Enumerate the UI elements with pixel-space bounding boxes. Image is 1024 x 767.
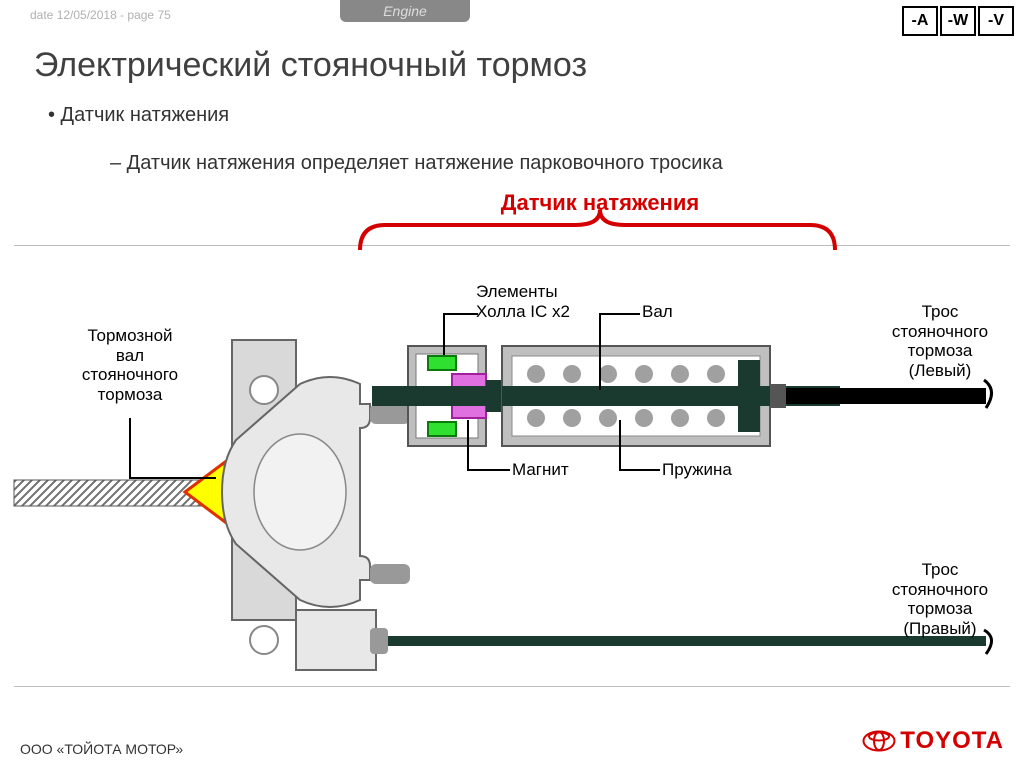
toyota-logo: TOYOTA bbox=[862, 727, 1004, 755]
label-spring: Пружина bbox=[662, 460, 762, 480]
label-shaft: Вал bbox=[642, 302, 702, 322]
stub-cap bbox=[370, 404, 410, 424]
label-cable-left: Тросстояночноготормоза(Левый) bbox=[870, 302, 1010, 380]
hall-bot bbox=[428, 422, 456, 436]
joint-lower-block bbox=[296, 610, 376, 670]
label-brake-shaft: Тормознойвалстояночноготормоза bbox=[70, 326, 190, 404]
cable-left bbox=[770, 388, 986, 404]
cable-right-cap bbox=[370, 564, 410, 584]
footer-text: ООО «ТОЙОТА МОТОР» bbox=[20, 741, 183, 757]
hall-top bbox=[428, 356, 456, 370]
bracket-hole-bot bbox=[250, 626, 278, 654]
toyota-oval-icon bbox=[862, 730, 896, 752]
label-magnet: Магнит bbox=[512, 460, 602, 480]
bracket-hole-top bbox=[250, 376, 278, 404]
brace bbox=[360, 210, 835, 250]
label-cable-right: Тросстояночноготормоза(Правый) bbox=[870, 560, 1010, 638]
label-hall: ЭлементыХолла IC x2 bbox=[476, 282, 596, 321]
toyota-text: TOYOTA bbox=[900, 727, 1004, 755]
